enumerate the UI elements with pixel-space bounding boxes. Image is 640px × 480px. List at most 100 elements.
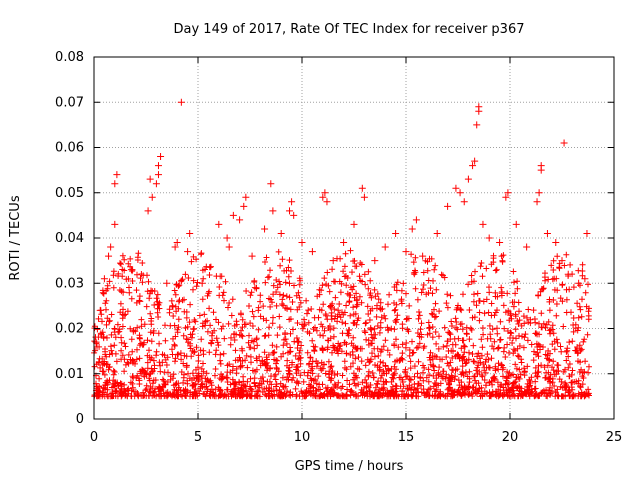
data-point bbox=[152, 180, 160, 188]
data-point bbox=[535, 189, 543, 197]
y-axis-label: ROTI / TECUs bbox=[8, 195, 23, 280]
data-point bbox=[485, 234, 493, 242]
grid-lines bbox=[94, 57, 614, 419]
data-point bbox=[575, 279, 583, 287]
data-point bbox=[419, 252, 427, 260]
data-point bbox=[408, 225, 416, 233]
y-tick-label: 0 bbox=[76, 412, 84, 427]
data-point bbox=[323, 198, 331, 206]
data-point bbox=[537, 162, 545, 170]
data-point bbox=[242, 193, 250, 201]
data-point bbox=[502, 193, 510, 201]
data-point bbox=[148, 193, 156, 201]
y-tick-label: 0.08 bbox=[55, 50, 84, 65]
data-point bbox=[171, 243, 179, 251]
data-point bbox=[444, 202, 452, 210]
data-point bbox=[464, 175, 472, 183]
data-point bbox=[543, 229, 551, 237]
data-point bbox=[350, 220, 358, 228]
data-point bbox=[504, 189, 512, 197]
data-point bbox=[277, 229, 285, 237]
x-axis-label: GPS time / hours bbox=[295, 459, 404, 474]
data-point bbox=[402, 248, 410, 256]
data-point bbox=[558, 257, 566, 265]
data-point bbox=[119, 288, 127, 296]
data-point bbox=[288, 198, 296, 206]
data-point bbox=[163, 279, 171, 287]
y-tick-label: 0.02 bbox=[55, 322, 84, 337]
data-point bbox=[433, 229, 441, 237]
data-point bbox=[146, 175, 154, 183]
data-point bbox=[290, 211, 298, 219]
data-point bbox=[186, 229, 194, 237]
data-point bbox=[340, 239, 348, 247]
data-point bbox=[105, 252, 113, 260]
data-point bbox=[560, 139, 568, 147]
data-point bbox=[523, 243, 531, 251]
data-point bbox=[475, 103, 483, 111]
x-tick-label: 25 bbox=[606, 430, 623, 445]
data-point bbox=[286, 207, 294, 215]
data-point bbox=[173, 239, 181, 247]
data-point bbox=[392, 229, 400, 237]
x-tick-label: 0 bbox=[90, 430, 98, 445]
plot-frame bbox=[93, 56, 615, 420]
data-point bbox=[127, 266, 135, 274]
data-point bbox=[154, 162, 162, 170]
data-point bbox=[113, 171, 121, 179]
data-point bbox=[229, 211, 237, 219]
data-point bbox=[111, 220, 119, 228]
x-tick-label: 20 bbox=[502, 430, 519, 445]
data-point bbox=[100, 275, 108, 283]
data-point bbox=[261, 225, 269, 233]
data-point bbox=[471, 157, 479, 165]
y-tick-label: 0.05 bbox=[55, 186, 84, 201]
data-point bbox=[225, 243, 233, 251]
data-point bbox=[215, 220, 223, 228]
y-tick-label: 0.04 bbox=[55, 231, 84, 246]
data-point bbox=[177, 98, 185, 106]
data-point bbox=[460, 198, 468, 206]
data-point bbox=[583, 229, 591, 237]
data-point bbox=[198, 279, 206, 287]
data-point bbox=[102, 361, 110, 369]
data-point bbox=[512, 220, 520, 228]
axis-ticks: 0 5 10 15 20 25 0 0.01 0.02 0.03 0.04 0.05 0.06 0.07 0… bbox=[55, 50, 622, 445]
data-point bbox=[412, 216, 420, 224]
data-point bbox=[533, 198, 541, 206]
x-tick-label: 10 bbox=[294, 430, 311, 445]
data-point bbox=[136, 297, 144, 305]
data-point bbox=[184, 248, 192, 256]
data-point bbox=[452, 184, 460, 192]
data-point bbox=[321, 189, 329, 197]
data-point bbox=[479, 220, 487, 228]
data-point-cloud bbox=[91, 247, 592, 400]
data-point bbox=[269, 207, 277, 215]
data-point bbox=[371, 257, 379, 265]
data-point bbox=[111, 180, 119, 188]
data-point bbox=[223, 234, 231, 242]
data-point bbox=[496, 239, 504, 247]
x-tick-label: 5 bbox=[194, 430, 202, 445]
data-point bbox=[308, 248, 316, 256]
y-tick-label: 0.06 bbox=[55, 141, 84, 156]
data-point bbox=[456, 189, 464, 197]
data-point bbox=[298, 239, 306, 247]
data-point bbox=[96, 306, 104, 314]
data-point bbox=[157, 153, 165, 161]
data-point bbox=[144, 207, 152, 215]
data-point bbox=[358, 184, 366, 192]
data-point bbox=[236, 216, 244, 224]
data-point bbox=[552, 239, 560, 247]
data-point bbox=[469, 162, 477, 170]
data-point bbox=[267, 180, 275, 188]
data-point bbox=[564, 270, 572, 278]
data-point bbox=[473, 121, 481, 129]
data-point bbox=[581, 275, 589, 283]
y-tick-label: 0.01 bbox=[55, 367, 84, 382]
data-point bbox=[329, 257, 337, 265]
x-tick-label: 15 bbox=[398, 430, 415, 445]
data-point bbox=[319, 193, 327, 201]
data-point bbox=[107, 243, 115, 251]
